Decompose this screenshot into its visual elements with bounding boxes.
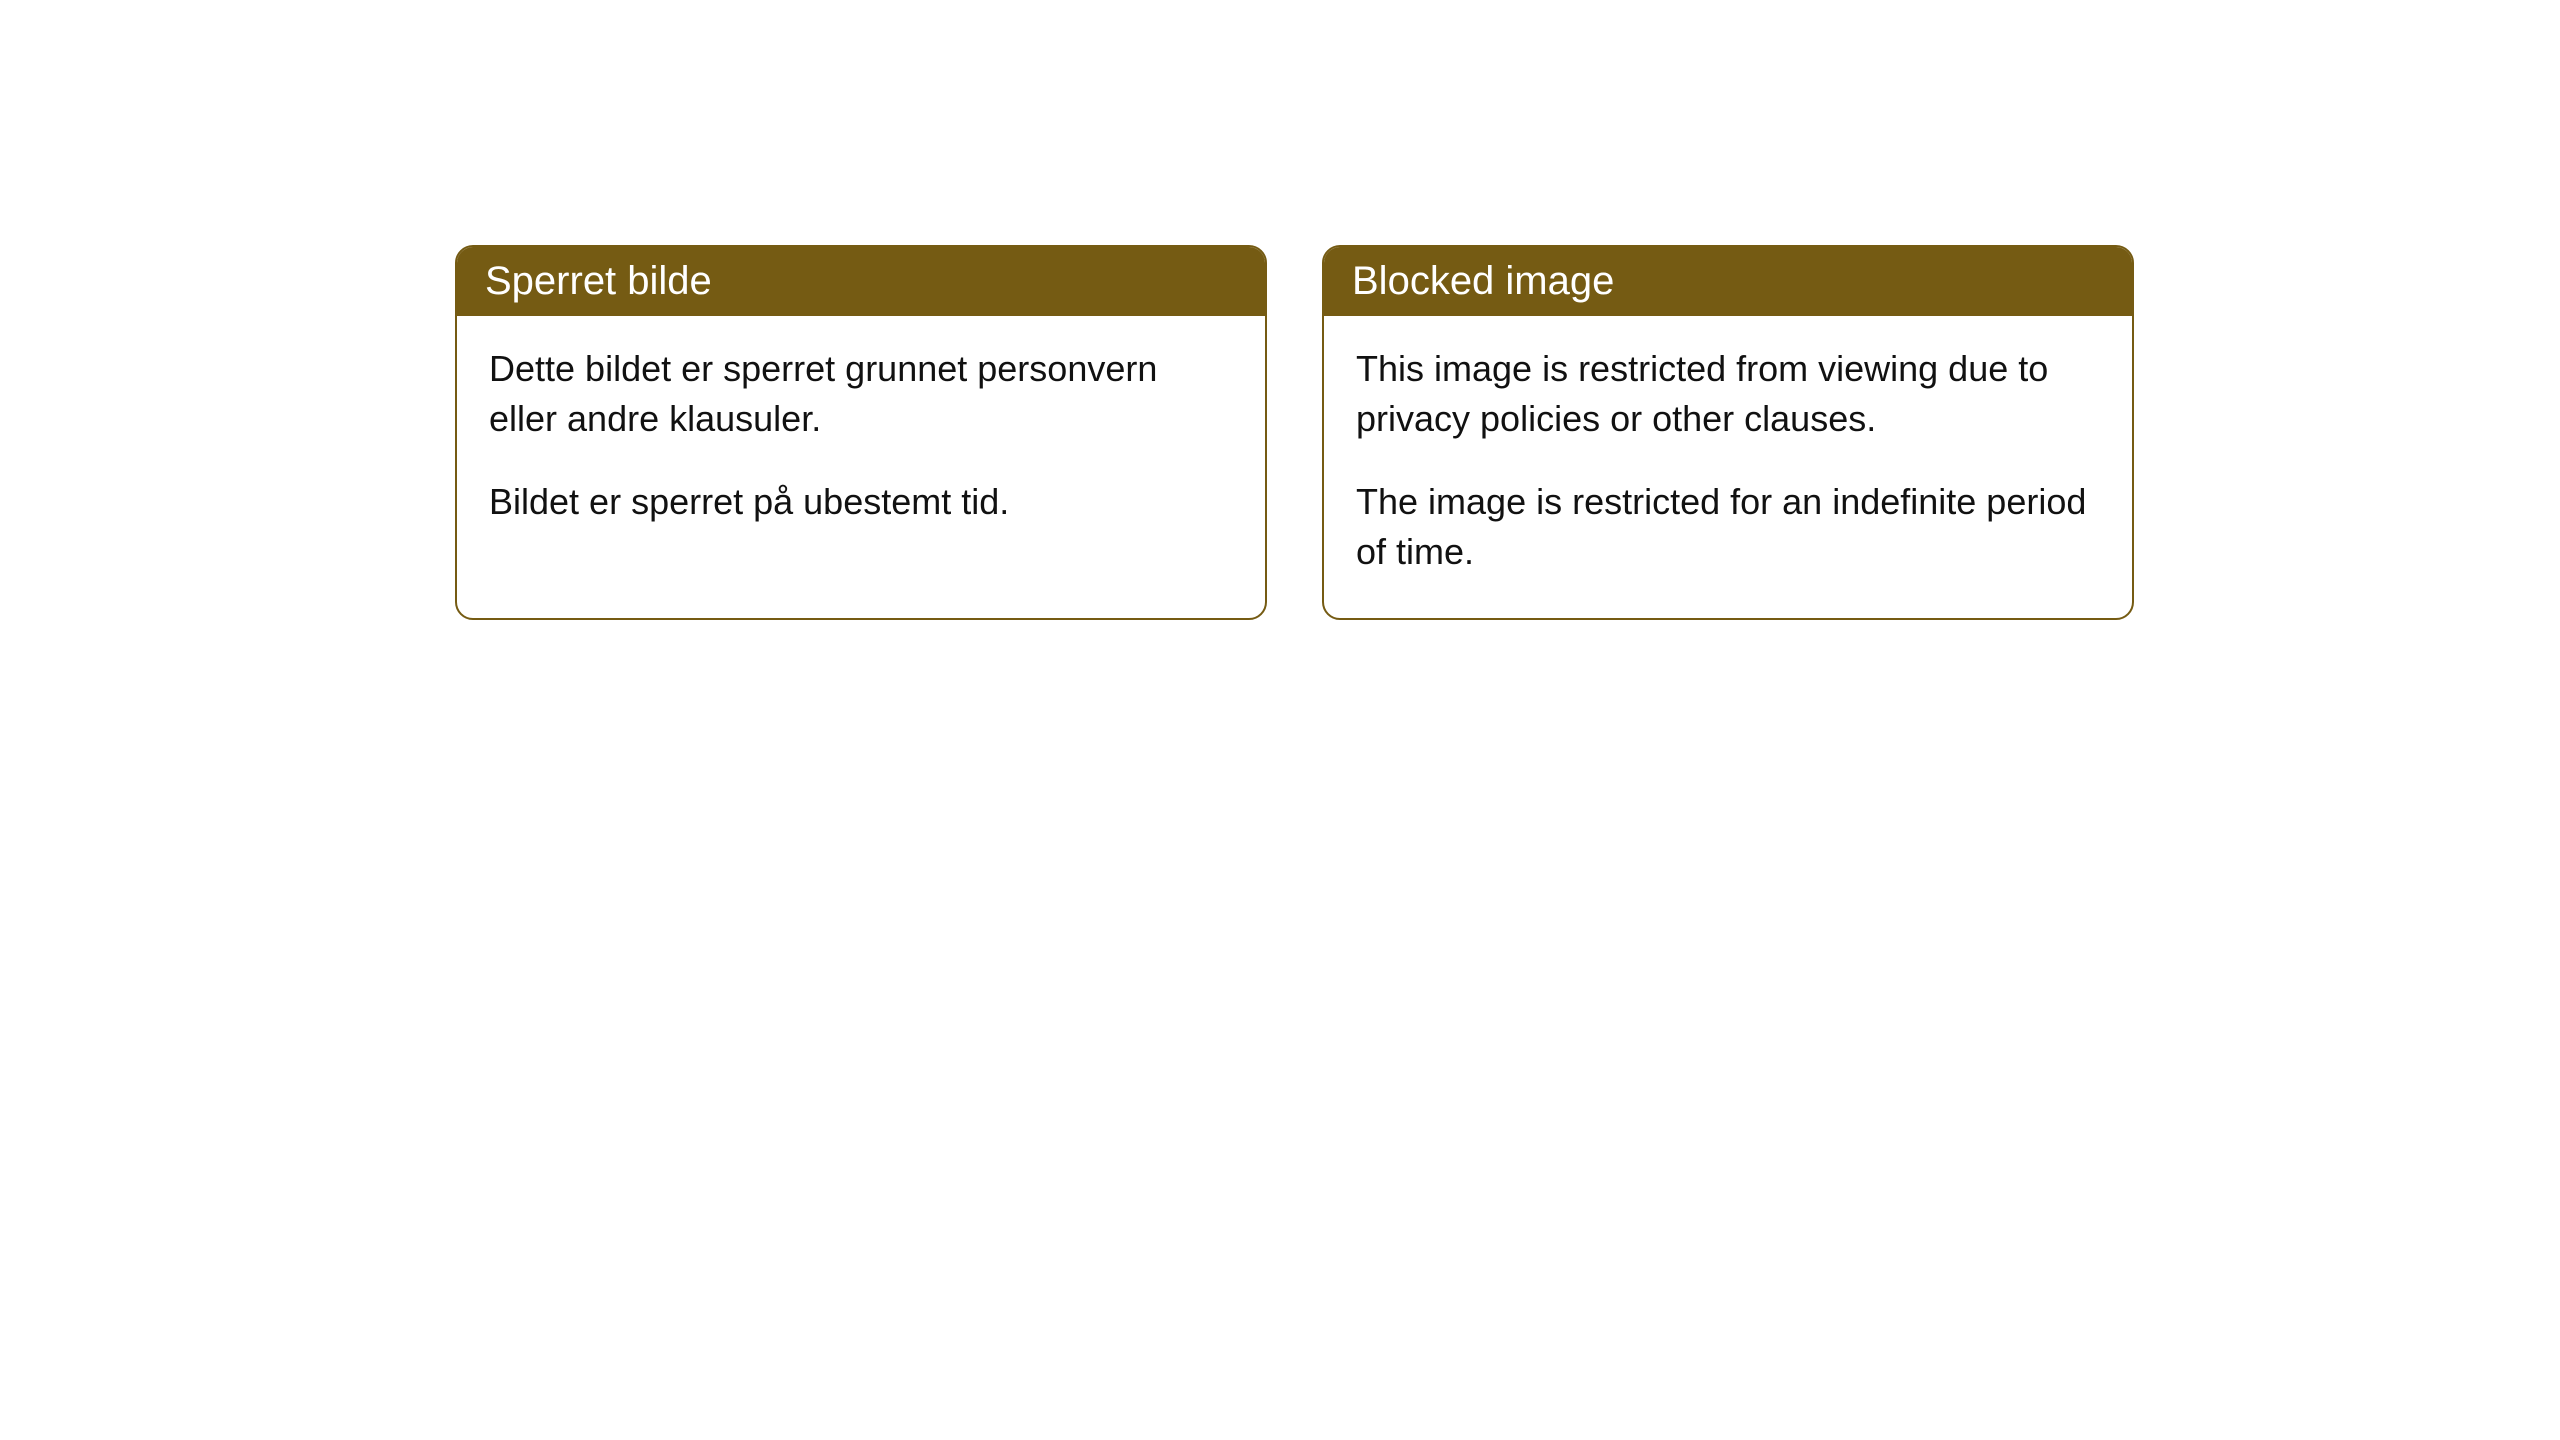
notice-paragraph: This image is restricted from viewing du… bbox=[1356, 344, 2100, 445]
notice-card-norwegian: Sperret bilde Dette bildet er sperret gr… bbox=[455, 245, 1267, 620]
notice-paragraph: The image is restricted for an indefinit… bbox=[1356, 477, 2100, 578]
card-body: Dette bildet er sperret grunnet personve… bbox=[457, 316, 1265, 567]
card-header: Sperret bilde bbox=[457, 247, 1265, 316]
notice-paragraph: Bildet er sperret på ubestemt tid. bbox=[489, 477, 1233, 527]
card-header: Blocked image bbox=[1324, 247, 2132, 316]
notice-card-english: Blocked image This image is restricted f… bbox=[1322, 245, 2134, 620]
card-body: This image is restricted from viewing du… bbox=[1324, 316, 2132, 618]
notice-paragraph: Dette bildet er sperret grunnet personve… bbox=[489, 344, 1233, 445]
notice-container: Sperret bilde Dette bildet er sperret gr… bbox=[0, 0, 2560, 620]
